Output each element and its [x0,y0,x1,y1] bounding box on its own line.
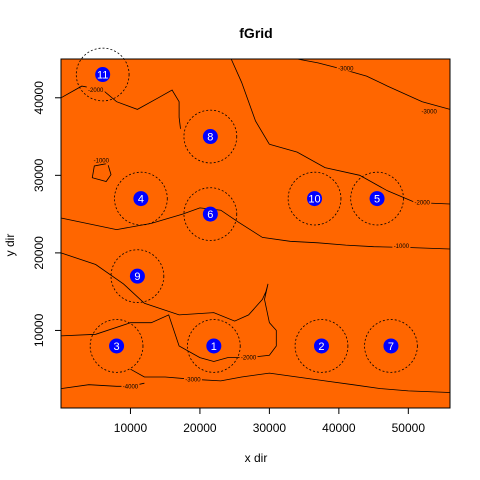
chart-title: fGrid [239,25,272,41]
well-radius-circle [287,171,342,226]
x-axis-label: x dir [245,451,268,465]
contour-label-bg [92,156,111,164]
y-axis: 10000 20000 30000 40000 [32,81,62,347]
well-radius-circle [183,187,238,241]
y-axis-label: y dir [3,234,17,257]
x-tick-label: 40000 [322,421,356,435]
y-tick-label: 20000 [32,236,46,270]
well-point [202,129,218,145]
y-tick-label: 30000 [32,158,46,192]
well-point [133,191,149,207]
well-label: 1 [211,341,217,353]
well-label: 6 [207,209,213,221]
well-label: 10 [308,194,320,206]
contour-line [91,163,112,182]
well-label: 11 [97,70,108,82]
well-point [307,191,323,207]
contour-label-bg [413,198,432,206]
x-tick-label: 50000 [392,421,426,435]
contour-label-bg [392,241,411,249]
contour-line [60,252,277,362]
x-tick-label: 10000 [114,421,148,435]
well-label: 3 [114,341,120,353]
well-point [206,338,222,354]
well-point [95,67,111,83]
x-axis: 10000 20000 30000 40000 50000 [114,407,426,435]
contour-label: -1000 [94,159,110,165]
well-radius-circle [364,319,418,373]
well-label: 8 [207,132,213,144]
well-point [129,268,145,284]
well-point [313,338,329,354]
well-label: 4 [138,194,144,206]
well-label: 5 [374,194,380,206]
contour-label-bg [121,382,140,390]
wells-group: 1 2 3 4 5 6 7 8 9 10 11 [75,47,418,373]
x-tick-label: 30000 [253,421,287,435]
x-tick-label: 20000 [183,421,217,435]
well-radius-circle [294,319,349,373]
contour-label: -3000 [421,110,437,116]
contour-label-bg [86,86,105,94]
contour-line [60,207,451,250]
y-tick-label: 40000 [32,81,46,115]
well-radius-circle [110,249,165,303]
well-point [202,206,218,222]
well-point [109,338,125,354]
contour-label: -2000 [415,200,431,206]
contour-label: -2000 [241,356,257,362]
contour-line [130,368,451,393]
well-label: 9 [134,271,140,283]
contour-label-bg [239,353,258,361]
well-label: 2 [318,341,324,353]
well-radius-circle [187,319,241,373]
contour-lines-group: -1000 -1000 -2000 -2000 -2000 -3000 -3000 -3000… [60,58,451,393]
contour-label: -1000 [394,244,410,250]
well-radius-circle [350,171,404,226]
contour-label: -2000 [88,88,104,94]
well-radius-circle [89,319,144,373]
well-label: 7 [388,341,394,353]
contour-label-bg [183,375,202,383]
well-point [369,191,385,207]
contour-label-bg [420,107,439,115]
well-radius-circle [183,109,238,164]
contour-label: -3000 [185,377,201,383]
contour-label: -3000 [338,66,354,72]
contour-line [230,58,270,145]
contour-label: -4000 [123,384,139,390]
contour-line [297,58,451,110]
well-radius-circle [75,47,130,102]
well-radius-circle [114,171,168,226]
contour-label-bg [336,64,355,72]
y-tick-label: 10000 [32,313,46,347]
well-point [383,338,399,354]
